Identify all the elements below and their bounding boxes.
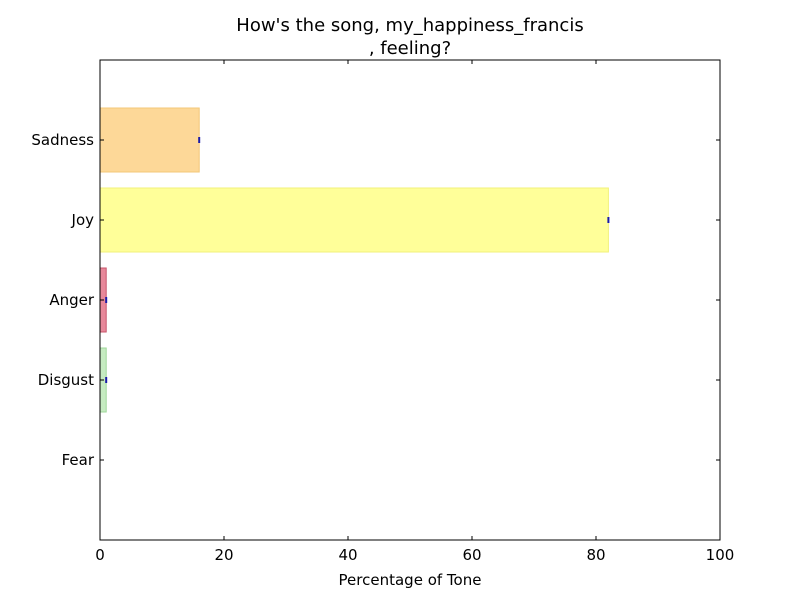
bar-sadness [99,107,200,173]
x-tick-label-0: 0 [95,546,105,564]
x-tick-label-60: 60 [462,546,481,564]
y-tick-label-anger: Anger [49,291,95,309]
chart-title-line-1: How's the song, my_happiness_francis [236,15,583,36]
y-tick-label-disgust: Disgust [38,371,94,389]
x-tick-label-80: 80 [586,546,605,564]
plot-frame [99,59,721,541]
chart-title-line-2: , feeling? [369,38,451,59]
tick-group: Sadness Joy Anger Disgust Fear 0 20 40 60 80 100 [31,60,734,564]
y-tick-label-joy: Joy [71,211,95,229]
x-tick-label-100: 100 [706,546,735,564]
y-tick-label-fear: Fear [62,451,95,469]
x-tick-label-40: 40 [338,546,357,564]
x-axis-label: Percentage of Tone [339,571,482,589]
bar-joy [99,187,609,253]
y-tick-label-sadness: Sadness [31,131,94,149]
x-tick-label-20: 20 [214,546,233,564]
